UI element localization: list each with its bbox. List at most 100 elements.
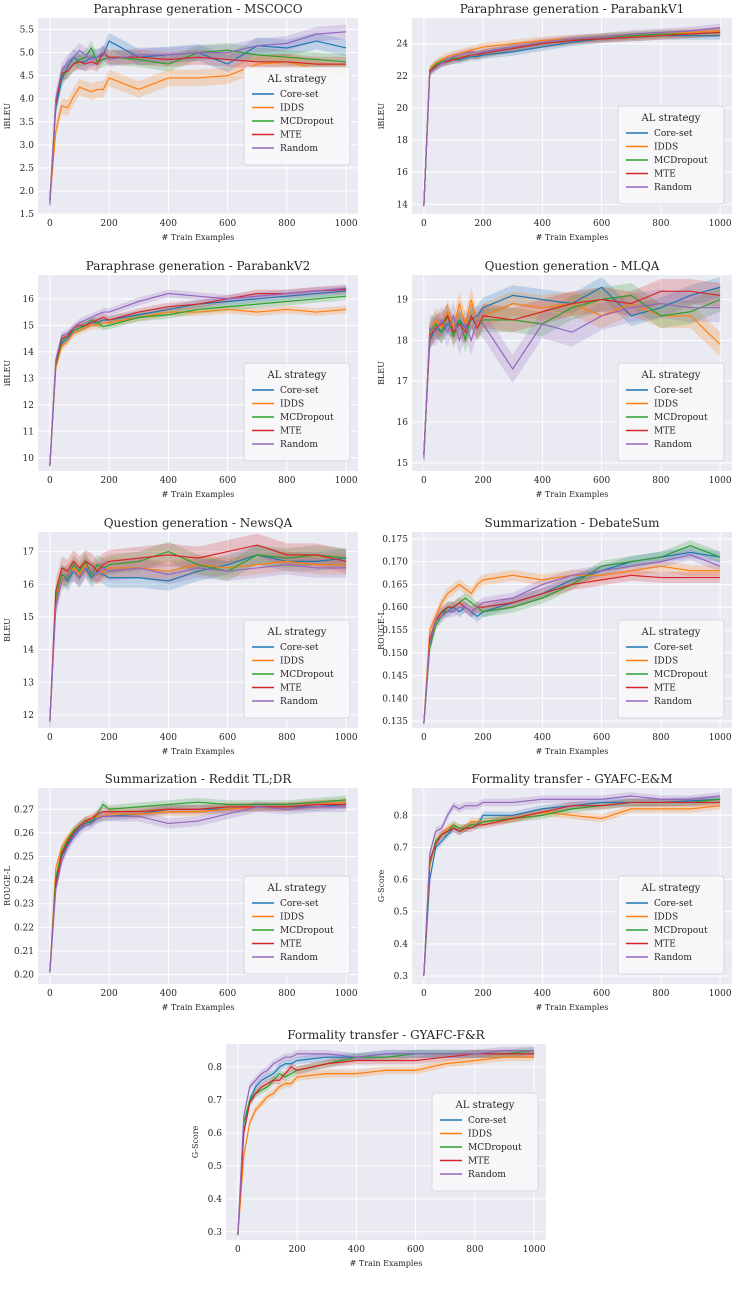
y-tick-label: 2.5 bbox=[20, 164, 35, 174]
line-mte bbox=[423, 801, 721, 976]
x-tick-label: 800 bbox=[278, 219, 295, 229]
chart-svg: Question generation - NewsQA 0 200 400 600 80… bbox=[3, 516, 358, 756]
legend-entry: Core-set bbox=[280, 643, 319, 653]
line-random bbox=[237, 1049, 535, 1236]
x-tick-label: 400 bbox=[534, 476, 551, 486]
legend-box bbox=[243, 66, 351, 166]
x-tick-label: 600 bbox=[219, 733, 236, 743]
chart-gyafc-em: Formality transfer - GYAFC-E&M 0 200 400 600… bbox=[374, 770, 742, 1026]
series-group bbox=[423, 277, 721, 471]
legend-entry: IDDS bbox=[654, 913, 678, 923]
y-tick-label: 0.150 bbox=[382, 649, 408, 659]
y-tick-label: 14 bbox=[397, 200, 409, 210]
y-tick-label: 17 bbox=[397, 377, 409, 387]
legend-entry: IDDS bbox=[654, 400, 678, 410]
series-group bbox=[237, 1046, 535, 1240]
y-tick-label: 3.0 bbox=[20, 141, 35, 151]
x-tick-label: 800 bbox=[652, 733, 669, 743]
line-random bbox=[423, 795, 721, 976]
x-tick-label: 200 bbox=[101, 476, 118, 486]
x-axis-label: # Train Examples bbox=[162, 747, 235, 756]
legend-entry: Random bbox=[280, 953, 318, 963]
chart-gyafc-fr: Formality transfer - GYAFC-F&R 0 200 400 600… bbox=[188, 1026, 556, 1282]
x-tick-label: 600 bbox=[593, 476, 610, 486]
y-tick-label: 4.0 bbox=[20, 95, 35, 105]
x-tick-label: 0 bbox=[421, 219, 427, 229]
x-tick-label: 200 bbox=[101, 989, 118, 999]
legend-box bbox=[617, 362, 725, 462]
x-tick-label: 0 bbox=[47, 476, 53, 486]
y-tick-label: 0.145 bbox=[382, 672, 408, 682]
x-tick-label: 800 bbox=[652, 476, 669, 486]
y-tick-label: 0.7 bbox=[208, 1096, 223, 1106]
x-tick-label: 1000 bbox=[335, 476, 358, 486]
y-tick-label: 0.20 bbox=[14, 971, 34, 981]
legend-entry: MCDropout bbox=[654, 670, 708, 680]
x-tick-label: 0 bbox=[421, 476, 427, 486]
y-tick-label: 24 bbox=[397, 40, 409, 50]
y-tick-label: 10 bbox=[23, 454, 35, 464]
line-mte bbox=[49, 544, 347, 722]
x-tick-label: 600 bbox=[219, 989, 236, 999]
band-mte bbox=[49, 533, 347, 728]
y-tick-label: 15 bbox=[397, 459, 409, 469]
band-random bbox=[49, 554, 347, 728]
chart-debatesum: Summarization - DebateSum 0 200 400 600 800 10… bbox=[374, 514, 742, 770]
x-tick-label: 0 bbox=[421, 989, 427, 999]
y-axis-label: iBLEU bbox=[377, 103, 386, 130]
legend: AL strategy Core-set IDDS MCDropout MTE Rando… bbox=[431, 1092, 539, 1192]
legend-entry: Core-set bbox=[280, 386, 319, 396]
y-tick-label: 0.22 bbox=[14, 923, 34, 933]
legend-title: AL strategy bbox=[267, 883, 327, 894]
legend-entry: Random bbox=[468, 1170, 506, 1180]
legend-entry: MTE bbox=[654, 684, 676, 694]
line-mte bbox=[423, 290, 721, 455]
x-tick-label: 1000 bbox=[335, 989, 358, 999]
x-tick-label: 400 bbox=[534, 733, 551, 743]
legend: AL strategy Core-set IDDS MCDropout MTE Rando… bbox=[243, 875, 351, 975]
chart-title: Summarization - Reddit TL;DR bbox=[105, 772, 293, 786]
band-core-set bbox=[423, 547, 721, 728]
y-tick-label: 5.5 bbox=[20, 26, 35, 36]
legend-box bbox=[617, 875, 725, 975]
y-tick-label: 0.5 bbox=[394, 908, 409, 918]
line-mcdropout bbox=[49, 799, 347, 973]
series-group bbox=[423, 23, 721, 210]
y-tick-label: 18 bbox=[397, 336, 409, 346]
chart-svg: Paraphrase generation - ParabankV1 0 200 40… bbox=[377, 2, 732, 242]
legend-entry: MCDropout bbox=[468, 1143, 522, 1153]
chart-reddit: Summarization - Reddit TL;DR 0 200 400 600 80… bbox=[0, 770, 368, 1026]
y-tick-label: 16 bbox=[397, 418, 409, 428]
legend-entry: MTE bbox=[280, 684, 302, 694]
y-tick-label: 17 bbox=[23, 548, 35, 558]
y-tick-label: 0.165 bbox=[382, 580, 408, 590]
legend-box bbox=[243, 875, 351, 975]
x-tick-label: 400 bbox=[160, 989, 177, 999]
y-tick-label: 0.135 bbox=[382, 717, 408, 727]
chart-title: Question generation - MLQA bbox=[485, 259, 660, 273]
x-tick-label: 400 bbox=[160, 733, 177, 743]
line-mte bbox=[49, 288, 347, 466]
x-tick-label: 600 bbox=[593, 219, 610, 229]
legend-entry: MCDropout bbox=[280, 117, 334, 127]
series-group bbox=[423, 792, 721, 980]
chart-svg: Summarization - DebateSum 0 200 400 600 800 10… bbox=[377, 516, 732, 756]
line-random bbox=[49, 287, 347, 466]
legend-box bbox=[617, 619, 725, 719]
y-tick-label: 0.155 bbox=[382, 626, 408, 636]
legend: AL strategy Core-set IDDS MCDropout MTE Rando… bbox=[243, 66, 351, 166]
legend-entry: Core-set bbox=[654, 129, 693, 139]
legend-entry: Random bbox=[280, 440, 318, 450]
line-idds bbox=[423, 565, 721, 724]
legend-title: AL strategy bbox=[267, 74, 327, 85]
legend-entry: Core-set bbox=[654, 386, 693, 396]
chart-title: Formality transfer - GYAFC-E&M bbox=[471, 772, 672, 786]
x-tick-label: 400 bbox=[348, 1245, 365, 1255]
series-group bbox=[49, 24, 347, 213]
band-mcdropout bbox=[49, 40, 347, 210]
x-tick-label: 0 bbox=[47, 219, 53, 229]
series-group bbox=[49, 284, 347, 470]
y-tick-label: 0.7 bbox=[394, 843, 409, 853]
legend-entry: MTE bbox=[280, 427, 302, 437]
series-group bbox=[49, 795, 347, 978]
